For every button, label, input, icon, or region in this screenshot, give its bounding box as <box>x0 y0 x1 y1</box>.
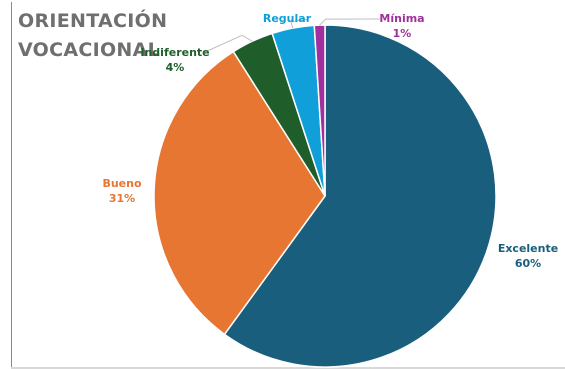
leader-line-indiferente <box>204 34 253 53</box>
slice-value-bueno: 31% <box>109 192 135 205</box>
slice-label-regular: Regular <box>263 12 312 25</box>
pie-slice-excelente <box>223 24 497 368</box>
pie-slices <box>153 24 497 368</box>
slice-value-excelente: 60% <box>515 257 541 270</box>
leader-lines <box>204 18 381 53</box>
slice-label-minima: Mínima <box>379 12 424 25</box>
chart-title-line-2: VOCACIONAL <box>18 39 161 61</box>
slice-value-indiferente: 4% <box>166 61 185 74</box>
leader-line-regular <box>290 18 310 29</box>
chart-title-line-1: ORIENTACIÓN <box>18 10 168 32</box>
leader-line-minima <box>319 18 381 26</box>
data-labels: Excelente 60% Bueno 31% Indiferente 4% Regular… <box>102 12 558 270</box>
pie-slice-bueno <box>153 50 326 336</box>
slice-value-minima: 1% <box>393 27 412 40</box>
frame-left-border <box>11 2 12 368</box>
slice-label-indiferente: Indiferente <box>140 46 209 59</box>
slice-label-bueno: Bueno <box>102 177 142 190</box>
slice-label-excelente: Excelente <box>498 242 558 255</box>
frame-bottom-border <box>11 367 565 369</box>
